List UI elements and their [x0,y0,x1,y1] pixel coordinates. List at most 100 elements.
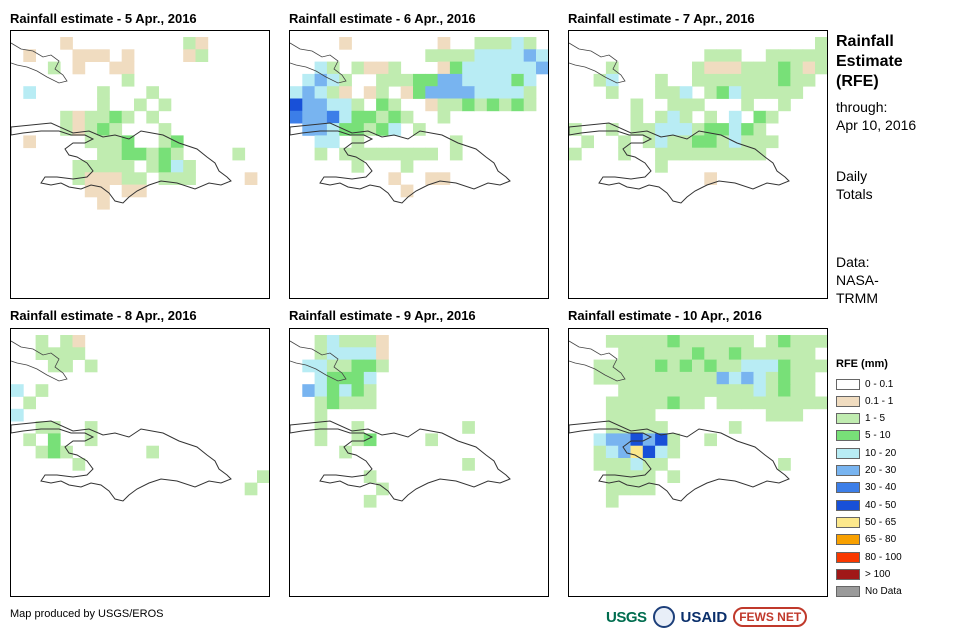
rainfall-cell [97,160,110,173]
rainfall-cell [170,147,184,161]
rainfall-cell [765,86,779,99]
rainfall-cell [593,73,607,87]
rainfall-cell [376,123,389,136]
rainfall-cell [363,396,377,410]
rainfall-cell [170,172,184,185]
legend-swatch [836,378,860,390]
rainfall-cell [486,61,500,75]
rainfall-cell [314,384,328,397]
rainfall-cell [326,347,340,360]
rainfall-cell [97,135,110,149]
rainfall-cell [109,61,123,75]
rainfall-cell [23,396,36,410]
rainfall-cell [84,184,98,198]
rainfall-cell [425,86,438,99]
side-title-line-3: (RFE) [836,73,879,90]
rainfall-cell [425,98,438,112]
rainfall-cell [376,147,389,161]
rainfall-cell [569,147,582,161]
rainfall-cell [728,49,742,62]
rainfall-cell [655,86,668,99]
rainfall-cell [815,37,827,50]
rainfall-cell [121,73,135,87]
rainfall-cell [437,86,451,99]
rainfall-cell [11,384,24,397]
rainfall-cell [449,98,463,112]
rainfall-cell [195,49,209,62]
rainfall-cell [60,445,73,459]
rainfall-cell [72,335,86,348]
rainfall-cell [363,494,377,508]
rainfall-map-3 [568,30,828,299]
rainfall-cell [728,147,742,161]
rainfall-cell [692,396,705,410]
rainfall-cell [741,61,754,75]
rainfall-cell [605,494,619,508]
rainfall-cell [802,335,816,348]
rainfall-cell [716,347,730,360]
rainfall-cell [716,123,730,136]
rainfall-cell [351,61,365,75]
rainfall-cell [778,396,791,410]
rainfall-cell [790,335,804,348]
rainfall-cell [667,335,681,348]
rainfall-cell [741,335,754,348]
rainfall-cell [618,396,631,410]
rainfall-cell [704,335,717,348]
rainfall-cell [692,135,705,149]
rainfall-cell [630,445,644,459]
rainfall-cell [97,147,110,161]
rainfall-cell [716,396,730,410]
rainfall-cell [790,384,804,397]
rainfall-cell [314,408,328,422]
rainfall-cell [109,123,123,136]
rainfall-cell [486,49,500,62]
legend-item: 80 - 100 [836,549,902,565]
rainfall-cell [523,98,537,112]
rainfall-cell [765,408,779,422]
rainfall-cell [511,86,525,99]
rainfall-cell [765,359,779,373]
rainfall-cell [232,147,246,161]
rainfall-cell [753,347,767,360]
rainfall-cell [523,73,537,87]
rainfall-cell [642,135,656,149]
northern-coastline [290,42,347,84]
rainfall-cell [400,160,414,173]
rainfall-cell [692,73,705,87]
rainfall-cell [351,396,365,410]
rainfall-cell [388,147,402,161]
rainfall-cell [716,384,730,397]
rainfall-cell [778,359,791,373]
rainfall-cell [741,86,754,99]
rainfall-cell [363,371,377,385]
rainfall-cell [704,73,717,87]
rainfall-cell [35,384,49,397]
map-credit: Map produced by USGS/EROS [10,608,164,620]
rainfall-cell [474,49,488,62]
rainfall-cell [642,433,656,447]
rainfall-cell [351,123,365,136]
rainfall-cell [244,172,258,185]
rainfall-cell [728,421,742,434]
rainfall-cell [158,98,172,112]
legend-item: 20 - 30 [836,463,896,479]
rainfall-cell [704,49,717,62]
rainfall-cell [72,123,86,136]
rainfall-cell [486,86,500,99]
legend-label: 0 - 0.1 [865,378,894,390]
rainfall-cell [655,458,668,471]
rainfall-cell [523,61,537,75]
rainfall-cell [778,61,791,75]
rainfall-cell [618,335,631,348]
rainfall-cell [326,359,340,373]
rainfall-cell [618,147,631,161]
rainfall-cell [449,49,463,62]
rainfall-cell [363,335,377,348]
rainfall-cell [753,135,767,149]
rainfall-cell [728,123,742,136]
rainfall-cell [351,347,365,360]
rainfall-cell [605,359,619,373]
rainfall-cell [618,135,631,149]
rainfall-cell [425,49,438,62]
